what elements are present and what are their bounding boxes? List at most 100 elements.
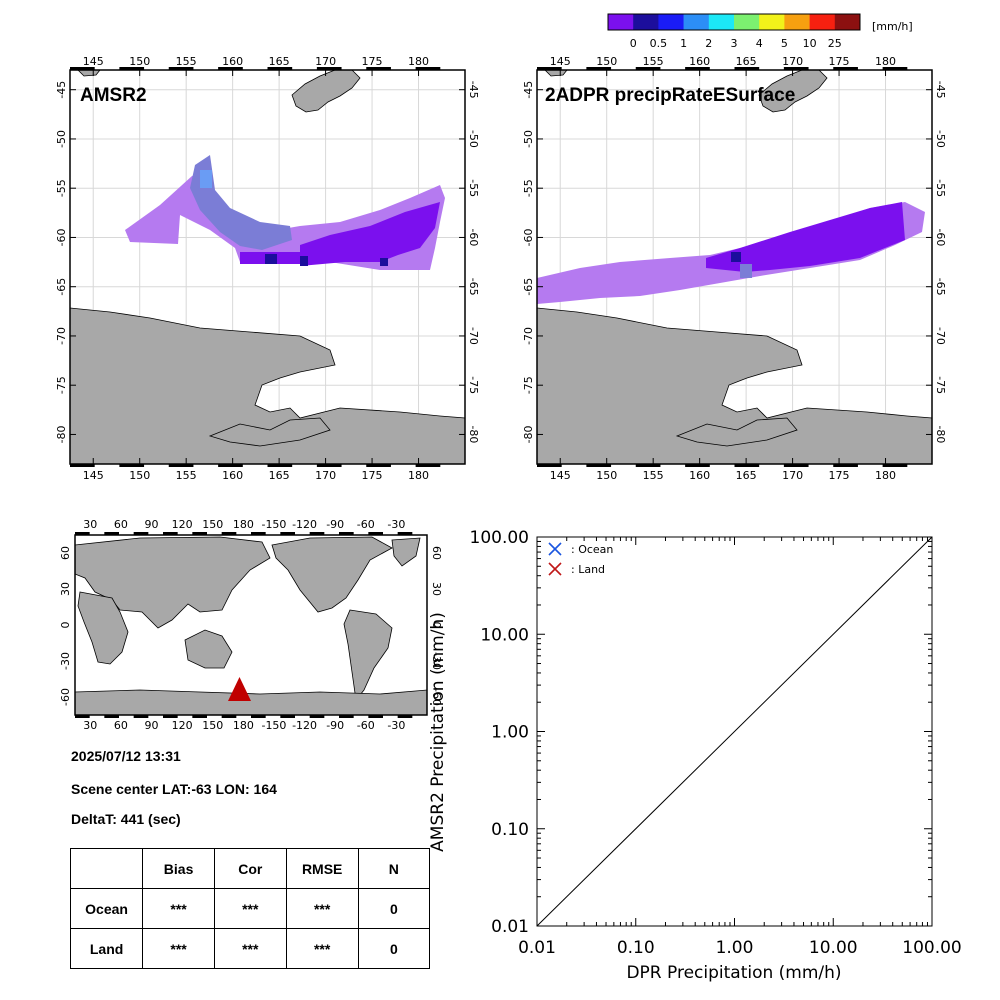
- lon-tick-label: 155: [176, 55, 197, 68]
- lon-tick-label: 155: [643, 469, 664, 482]
- antarctica-land: [69, 307, 466, 465]
- amsr2-title: AMSR2: [80, 85, 147, 106]
- row-label: Land: [69, 928, 144, 969]
- frame-bar: [104, 715, 119, 718]
- frame-bar: [537, 464, 562, 467]
- greenland-land: [391, 537, 421, 567]
- lat-tick-label: -70: [55, 327, 68, 345]
- frame-bar: [221, 715, 237, 718]
- n-value: 0: [357, 888, 431, 929]
- lon-tick-label: -30: [387, 719, 405, 732]
- colorbar-swatch: [784, 14, 810, 30]
- lon-tick-label: 30: [83, 719, 97, 732]
- lon-tick-label: -120: [292, 518, 317, 531]
- lon-tick-label: 160: [222, 469, 243, 482]
- europe-asia-land: [74, 536, 271, 629]
- lat-tick-label: -70: [522, 327, 535, 345]
- lat-tick-label: -30: [59, 652, 72, 670]
- frame-bar: [70, 67, 95, 70]
- lat-tick-label: -60: [467, 228, 480, 246]
- colorbar-swatch: [683, 14, 710, 30]
- frame-bar: [339, 532, 354, 535]
- colorbar-label: 5: [781, 37, 788, 50]
- lon-tick-label: 145: [550, 55, 571, 68]
- map-axis-ticks: 145 145 150 150 155 155 160 160 165 165 170 170 175 1…: [522, 55, 947, 482]
- one-to-one-line: [536, 536, 933, 927]
- lon-tick-label: 155: [176, 469, 197, 482]
- moderate-rain-cell: [200, 170, 212, 188]
- lat-tick-label: -45: [467, 81, 480, 99]
- antarctica-land: [74, 689, 428, 716]
- precip-swath: [537, 202, 925, 304]
- lon-tick-label: 160: [689, 469, 710, 482]
- legend-label: : Land: [571, 563, 605, 576]
- scatter-axis-ticks: 0.01 0.10 1.00 10.00 100.00 0.01 0.10 1.00 10.00…: [470, 528, 962, 958]
- lon-tick-label: 160: [689, 55, 710, 68]
- heavy-rain-cell: [731, 252, 741, 262]
- table-header-cell: [69, 848, 144, 889]
- mixed-rain-band: [190, 155, 292, 250]
- lon-tick-label: 180: [408, 469, 429, 482]
- lon-tick-label: 180: [408, 55, 429, 68]
- heavy-rain-cell: [265, 254, 277, 264]
- lon-tick-label: 165: [269, 55, 290, 68]
- lat-tick-label: -50: [522, 130, 535, 148]
- colorbar-label: 0: [630, 37, 637, 50]
- legend-label: : Ocean: [571, 543, 613, 556]
- lat-tick-label: -55: [467, 179, 480, 197]
- scene-center-text: Scene center LAT:-63 LON: 164: [71, 781, 277, 797]
- colorbar-label: 4: [756, 37, 763, 50]
- y-axis-label: AMSR2 Precipitation (mm/h): [428, 612, 448, 852]
- colorbar-swatch: [658, 14, 684, 30]
- lon-tick-label: 180: [233, 518, 254, 531]
- lon-tick-label: 180: [233, 719, 254, 732]
- colorbar-swatch: [608, 14, 634, 30]
- lon-tick-label: 30: [83, 518, 97, 531]
- lat-tick-label: -55: [55, 179, 68, 197]
- colorbar-swatch: [734, 14, 760, 30]
- map-axis-ticks: 145 145 150 150 155 155 160 160 165 165 170 170 175 1…: [55, 55, 480, 482]
- y-tick-label: 10.00: [480, 625, 529, 645]
- frame-bar: [397, 532, 413, 535]
- lon-tick-label: 155: [643, 55, 664, 68]
- lat-tick-label: -75: [934, 376, 947, 394]
- frame-bar: [635, 67, 661, 70]
- land-masses: [536, 69, 933, 465]
- frame-bar: [685, 67, 710, 70]
- frame-bar: [586, 67, 612, 70]
- lon-tick-label: 160: [222, 55, 243, 68]
- antarctica-land: [536, 307, 933, 465]
- frame-bar: [415, 67, 441, 70]
- table-header-cell: Cor: [213, 848, 287, 889]
- ross-ice-shelf-land: [208, 417, 331, 447]
- lat-tick-label: 30: [59, 582, 72, 596]
- south-america-land: [343, 609, 393, 701]
- frame-bar: [192, 715, 207, 718]
- lat-tick-label: -75: [55, 376, 68, 394]
- frame-bar: [783, 464, 809, 467]
- lat-tick-label: -50: [55, 130, 68, 148]
- rmse-value: ***: [285, 928, 359, 969]
- x-tick-label: 10.00: [809, 938, 858, 958]
- frame-bar: [192, 532, 207, 535]
- dpr-title: 2ADPR precipRateESurface: [545, 85, 795, 106]
- frame-bar: [163, 532, 178, 535]
- lat-tick-label: -65: [934, 278, 947, 296]
- lat-tick-label: -45: [55, 81, 68, 99]
- colorbar-label: 2: [705, 37, 712, 50]
- lon-tick-label: 175: [829, 55, 850, 68]
- rain-band: [706, 202, 905, 272]
- lon-tick-label: -60: [357, 518, 375, 531]
- scatter-legend: : Ocean : Land: [548, 542, 613, 576]
- dpr-map: 145 145 150 150 155 155 160 160 165 165 170 170 175 1…: [522, 55, 947, 482]
- lat-tick-label: -65: [55, 278, 68, 296]
- frame-bar: [70, 464, 95, 467]
- heavy-rain-cell: [300, 256, 308, 266]
- lat-tick-label: -80: [934, 425, 947, 443]
- frame-bar: [783, 67, 809, 70]
- lon-tick-label: 145: [83, 469, 104, 482]
- bias-value: ***: [142, 888, 215, 929]
- lat-tick-label: -80: [467, 425, 480, 443]
- rmse-value: ***: [285, 888, 359, 929]
- frame-bar: [218, 67, 243, 70]
